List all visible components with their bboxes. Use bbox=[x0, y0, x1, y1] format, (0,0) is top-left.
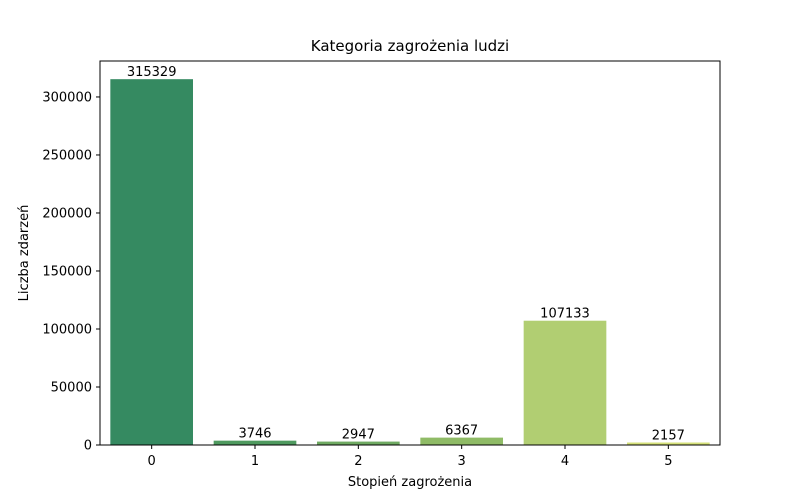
y-tick-label-100000: 100000 bbox=[42, 322, 92, 337]
bar-5 bbox=[627, 442, 710, 445]
axes-layer: 0 1 2 3 4 5 0 50000 100000 150000 200000 250000 3000… bbox=[42, 60, 721, 469]
y-tick-label-250000: 250000 bbox=[42, 148, 92, 163]
x-tick-label-3: 3 bbox=[458, 454, 466, 469]
chart-title: Kategoria zagrożenia ludzi bbox=[311, 37, 509, 55]
bar-0 bbox=[110, 79, 193, 446]
labels-layer: 315329 3746 2947 6367 107133 2157 bbox=[127, 65, 685, 443]
bar-2 bbox=[317, 441, 400, 445]
bars-layer bbox=[110, 79, 710, 446]
data-label-5: 2157 bbox=[652, 428, 685, 443]
data-label-3: 6367 bbox=[445, 424, 478, 439]
x-tick-label-1: 1 bbox=[251, 454, 259, 469]
data-label-0: 315329 bbox=[127, 65, 177, 80]
data-label-1: 3746 bbox=[238, 427, 271, 442]
plot-frame bbox=[99, 60, 721, 446]
y-axis-label: Liczba zdarzeń bbox=[17, 205, 32, 302]
y-tick-label-200000: 200000 bbox=[42, 206, 92, 221]
x-axis-label: Stopień zagrożenia bbox=[348, 475, 472, 490]
x-tick-label-2: 2 bbox=[354, 454, 362, 469]
x-tick-label-4: 4 bbox=[561, 454, 569, 469]
x-tick-label-0: 0 bbox=[148, 454, 156, 469]
y-tick-label-150000: 150000 bbox=[42, 264, 92, 279]
bar-3 bbox=[420, 437, 503, 445]
y-tick-label-0: 0 bbox=[84, 439, 92, 454]
bar-4 bbox=[523, 320, 607, 445]
bar-1 bbox=[213, 440, 297, 445]
data-label-4: 107133 bbox=[540, 307, 590, 322]
y-tick-label-300000: 300000 bbox=[42, 90, 92, 105]
y-tick-label-50000: 50000 bbox=[51, 380, 92, 395]
data-label-2: 2947 bbox=[342, 428, 375, 443]
x-tick-label-5: 5 bbox=[664, 454, 672, 469]
